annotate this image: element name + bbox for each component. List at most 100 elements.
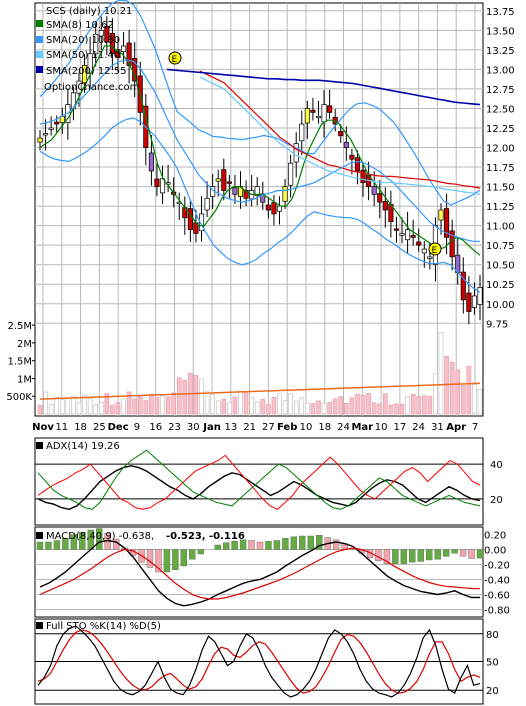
volume-y-tick-label: 2.5M — [7, 321, 32, 332]
volume-bar — [360, 394, 366, 415]
volume-bar — [65, 398, 71, 415]
x-tick-label: Dec — [108, 422, 129, 433]
price-candle — [187, 208, 193, 230]
price-y-tick-label: 11.25 — [486, 202, 515, 213]
price-candle — [466, 292, 472, 312]
price-candle — [226, 181, 232, 184]
macd-histogram-bar — [231, 541, 238, 550]
macd-histogram-bar — [155, 549, 162, 573]
adx-lines — [37, 449, 481, 511]
volume-bar — [165, 396, 171, 415]
price-panel: 13.75 13.50 13.25 13.00 12.75 12.50 12.25 12.00… — [6, 0, 515, 433]
price-y-tick-label: 11.75 — [486, 163, 515, 174]
minus-di-line — [37, 449, 481, 510]
price-candle — [477, 286, 483, 305]
price-candle — [221, 169, 227, 191]
volume-bar — [193, 375, 199, 415]
volume-bar — [232, 396, 238, 415]
price-candle — [276, 205, 283, 212]
macd-y-tick-label: 0.20 — [484, 531, 506, 542]
x-tick-label: 21 — [243, 422, 256, 433]
macd-histogram-bar — [273, 540, 281, 550]
macd-histogram-bar — [299, 535, 306, 550]
adx-y-tick-label: 20 — [490, 495, 503, 506]
x-tick-label: Nov — [32, 422, 54, 433]
macd-histogram-bar — [417, 549, 424, 562]
x-tick-label: Apr — [446, 422, 466, 433]
stochastic-y-ticks: 80 50 20 — [486, 630, 499, 697]
price-candle — [76, 80, 82, 94]
legend-label-sma8: SMA(8) 10.62 — [46, 20, 114, 31]
macd-histogram-bar — [476, 549, 484, 559]
volume-bar — [422, 395, 427, 415]
x-tick-label: 7 — [472, 422, 478, 433]
price-candle — [399, 233, 405, 236]
volume-bar — [449, 361, 455, 415]
price-y-tick-label: 12.25 — [486, 124, 515, 135]
x-tick-label: 30 — [187, 422, 200, 433]
x-tick-label: 10 — [375, 422, 388, 433]
macd-histogram-bar — [409, 549, 416, 563]
macd-histogram-bar — [239, 539, 247, 550]
price-y-tick-label: 11.50 — [486, 183, 515, 194]
volume-bar — [460, 385, 466, 415]
volume-bar — [282, 400, 288, 415]
macd-histogram-bar — [163, 549, 171, 573]
price-plot-frame — [34, 2, 484, 417]
price-y-ticks: 13.75 13.50 13.25 13.00 12.75 12.50 12.25 12.00… — [486, 7, 515, 330]
price-candle — [315, 115, 322, 119]
price-candle — [93, 33, 99, 55]
macd-y-tick-label: 0.00 — [484, 546, 506, 557]
macd-histogram-bar — [256, 541, 264, 550]
price-candle — [299, 123, 305, 142]
volume-bar — [260, 399, 266, 415]
earnings-marker-dec-label: E — [172, 55, 178, 65]
price-candle — [115, 49, 121, 59]
volume-average-line — [39, 382, 481, 400]
volume-y-tick-label: 500K — [6, 392, 32, 403]
macd-histogram-bar — [290, 536, 298, 550]
x-tick-label: 18 — [74, 422, 87, 433]
price-legend: SCS (daily) 10.21 SMA(8) 10.62 SMA(20) 1… — [36, 6, 139, 93]
price-candle — [382, 201, 388, 211]
macd-histogram-bar — [459, 549, 467, 557]
volume-bar — [243, 391, 249, 415]
price-candle — [393, 228, 400, 231]
price-candle — [410, 235, 416, 238]
macd-histogram-bar — [70, 534, 78, 550]
volume-bar — [438, 331, 444, 415]
price-y-tick-label: 12.75 — [486, 85, 515, 96]
macd-histogram-bar — [45, 541, 52, 550]
volume-bar — [394, 403, 399, 415]
x-tick-label: 23 — [168, 422, 181, 433]
price-grid — [35, 3, 483, 416]
price-candle — [232, 187, 238, 195]
volume-bar — [143, 400, 149, 415]
macd-histogram-bar — [332, 539, 340, 550]
legend-label-sma50: SMA(50) 11.40 — [46, 50, 120, 61]
macd-histogram-bar — [451, 549, 458, 554]
macd-histogram-bar — [189, 549, 196, 560]
sma-lines — [39, 0, 481, 293]
price-candle — [109, 33, 115, 55]
macd-histogram-bar — [392, 549, 399, 564]
price-y-tick-label: 12.00 — [486, 144, 515, 155]
macd-histogram-bar — [282, 538, 289, 550]
price-candle — [321, 104, 327, 123]
macd-histogram-bar — [307, 535, 314, 550]
volume-bar — [59, 399, 65, 415]
legend-swatch-sma200 — [36, 66, 43, 73]
volume-y-tick-label: 1M — [17, 374, 32, 385]
volume-bar — [338, 396, 344, 415]
x-tick-label: Feb — [277, 422, 297, 433]
price-candle — [265, 204, 271, 211]
x-tick-label: 24 — [412, 422, 425, 433]
volume-bar — [115, 402, 121, 415]
earnings-marker-dec — [168, 51, 182, 65]
macd-histogram-bar — [383, 549, 391, 564]
volume-bar — [477, 389, 483, 415]
macd-histogram-bar — [79, 532, 86, 550]
legend-label-sma200: SMA(200) 12.55 — [46, 66, 127, 77]
legend-swatch-sma20 — [36, 36, 43, 43]
